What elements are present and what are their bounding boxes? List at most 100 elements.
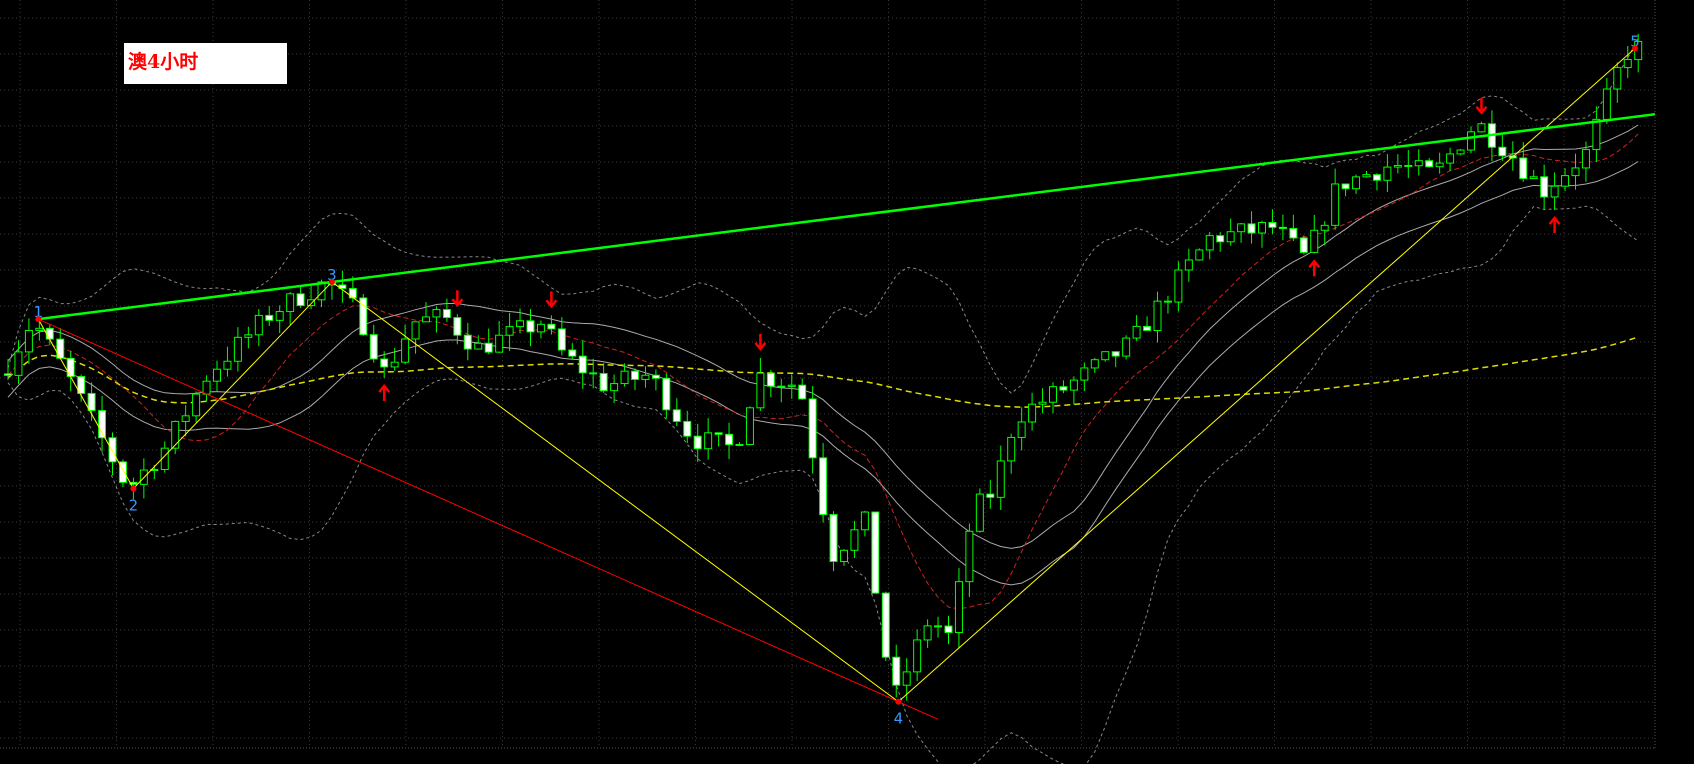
candle-body (808, 398, 817, 459)
candle-body (1111, 351, 1120, 357)
candle-body (432, 309, 441, 318)
candle-body (610, 383, 619, 392)
candle-body (1383, 166, 1392, 181)
candle-body (474, 342, 483, 350)
buy-arrow-icon (1308, 259, 1321, 277)
candle-body (1163, 300, 1172, 303)
pivot-marker (895, 698, 902, 705)
pivot-marker (130, 485, 137, 492)
candle-body (45, 327, 54, 340)
candle-body (745, 407, 754, 445)
candle-body (24, 329, 33, 353)
candle-body (840, 549, 848, 562)
candle-body (516, 320, 525, 328)
candle-body (1550, 185, 1559, 198)
candle-body (589, 372, 598, 375)
candle-body (108, 437, 117, 463)
candle-body (1278, 226, 1287, 229)
candle-body (578, 355, 587, 374)
candle-body (892, 656, 901, 686)
candle-body (4, 373, 12, 376)
zigzag-segment (37, 318, 134, 489)
candle-body (934, 625, 943, 628)
candle-body (1613, 67, 1622, 90)
zigzag-segment (898, 47, 1636, 703)
chart-label-box: 澳4小时 (124, 43, 287, 84)
buy-arrow-icon (378, 384, 391, 401)
candle-body (975, 493, 984, 532)
candle-body (1467, 131, 1475, 151)
candle-body (1038, 401, 1047, 405)
candle-body (265, 314, 274, 321)
candle-body (1195, 249, 1204, 261)
candle-body (568, 349, 577, 357)
candle-body (547, 323, 556, 330)
candle-body (56, 338, 65, 359)
candle-body (369, 334, 378, 360)
candle-body (787, 384, 796, 387)
candle-body (77, 376, 86, 394)
candle-body (223, 360, 232, 370)
ma-slow (7, 336, 1639, 408)
candle-body (1331, 183, 1340, 226)
candle-body (181, 415, 190, 422)
candle-body (1341, 183, 1350, 190)
candle-body (683, 420, 692, 437)
candle-body (1268, 221, 1277, 228)
candle-body (1561, 175, 1570, 187)
candle-body (307, 299, 316, 307)
candle-body (1581, 149, 1590, 169)
buy-arrow-icon (1548, 216, 1561, 234)
candle-body (881, 592, 890, 658)
candle-body (317, 281, 326, 301)
candle-body (526, 320, 535, 333)
candle-body (463, 334, 472, 350)
candle-body (1623, 59, 1632, 69)
candle-body (735, 443, 744, 446)
candle-body (1446, 153, 1455, 164)
candle-body (213, 368, 221, 382)
candle-body (348, 287, 357, 299)
candle-body (411, 321, 420, 340)
zigzag-segment (331, 281, 899, 703)
candle-body (1143, 325, 1152, 331)
candle-body (871, 511, 880, 594)
candle-body (986, 493, 995, 498)
candle-body (192, 393, 201, 417)
candle-body (996, 460, 1005, 498)
candle-body (1132, 325, 1141, 339)
candle-body (1414, 160, 1423, 167)
candle-body (1237, 223, 1246, 233)
pivot-label: 2 (129, 497, 139, 515)
candle-body (380, 358, 389, 368)
candle-body (202, 380, 211, 395)
candle-body (672, 409, 681, 422)
candle-body (1258, 221, 1266, 234)
candle-body (401, 338, 410, 363)
candle-body (442, 309, 451, 319)
candle-body (777, 385, 786, 388)
candle-body (286, 293, 295, 313)
candle-body (244, 334, 253, 338)
candle-body (725, 433, 734, 446)
candle-body (1529, 176, 1538, 180)
candle-body (1184, 259, 1193, 271)
candle-body (1226, 231, 1235, 243)
candle-body (1017, 421, 1026, 438)
candle-body (453, 317, 462, 336)
candle-body (714, 432, 723, 435)
candle-body (1247, 223, 1256, 234)
candle-body (923, 625, 932, 641)
candle-body (1477, 123, 1486, 133)
upper-trendline (38, 112, 1656, 321)
candle-body (505, 326, 514, 336)
candle-body (902, 671, 911, 686)
candle-body (1498, 146, 1507, 157)
candle-body (495, 334, 504, 353)
candle-body (1174, 269, 1183, 303)
candle-body (965, 530, 974, 583)
ma-lower-envelope (7, 161, 1639, 586)
candle-body (390, 361, 399, 368)
